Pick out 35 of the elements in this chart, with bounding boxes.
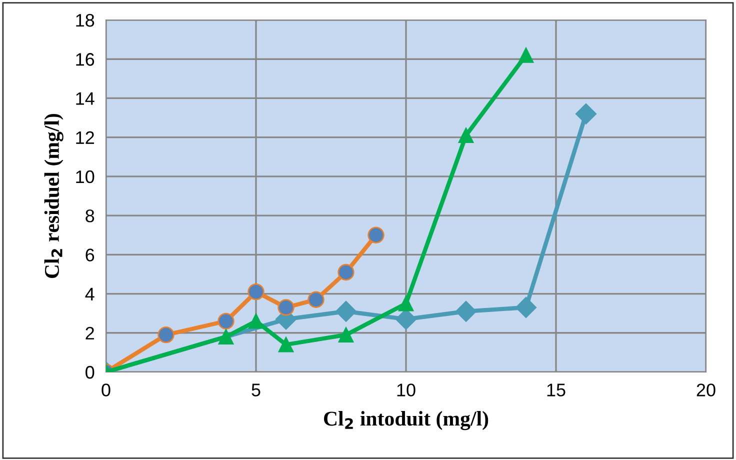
point [335, 300, 357, 322]
x-tick-label: 0 [102, 384, 110, 396]
point [458, 128, 474, 144]
y-tick-label: 14 [76, 92, 94, 105]
point [515, 296, 537, 318]
point [278, 336, 294, 352]
point [368, 226, 384, 244]
x-tick-label: 5 [252, 384, 260, 396]
point [218, 329, 234, 344]
point [338, 264, 354, 281]
x-tick-label: 15 [547, 384, 566, 396]
point [455, 300, 477, 322]
y-tick-label: 16 [76, 53, 94, 66]
y-tick-label: 18 [76, 14, 94, 27]
x-axis-title: Cl$_{2}$ intoduit (mg/l) [324, 411, 488, 430]
point [278, 299, 294, 316]
point [398, 296, 414, 312]
y-axis-title: Cl$_{2}$ residuel (mg/l) [44, 114, 64, 278]
point [248, 283, 264, 300]
y-tick-label: 10 [76, 170, 94, 184]
y-tick-label: 12 [76, 131, 94, 144]
y-tick-label: 0 [86, 366, 94, 379]
y-tick-label: 8 [86, 209, 94, 222]
point [218, 312, 234, 330]
y-tick-label: 6 [86, 248, 94, 262]
x-tick-label: 20 [696, 384, 716, 396]
x-tick-label: 10 [397, 384, 416, 396]
point [338, 327, 354, 342]
point [158, 326, 174, 344]
point [308, 291, 324, 308]
point [248, 314, 264, 329]
point [575, 103, 597, 124]
point [518, 48, 534, 63]
y-tick-label: 2 [86, 326, 94, 340]
y-tick-label: 4 [85, 288, 94, 300]
